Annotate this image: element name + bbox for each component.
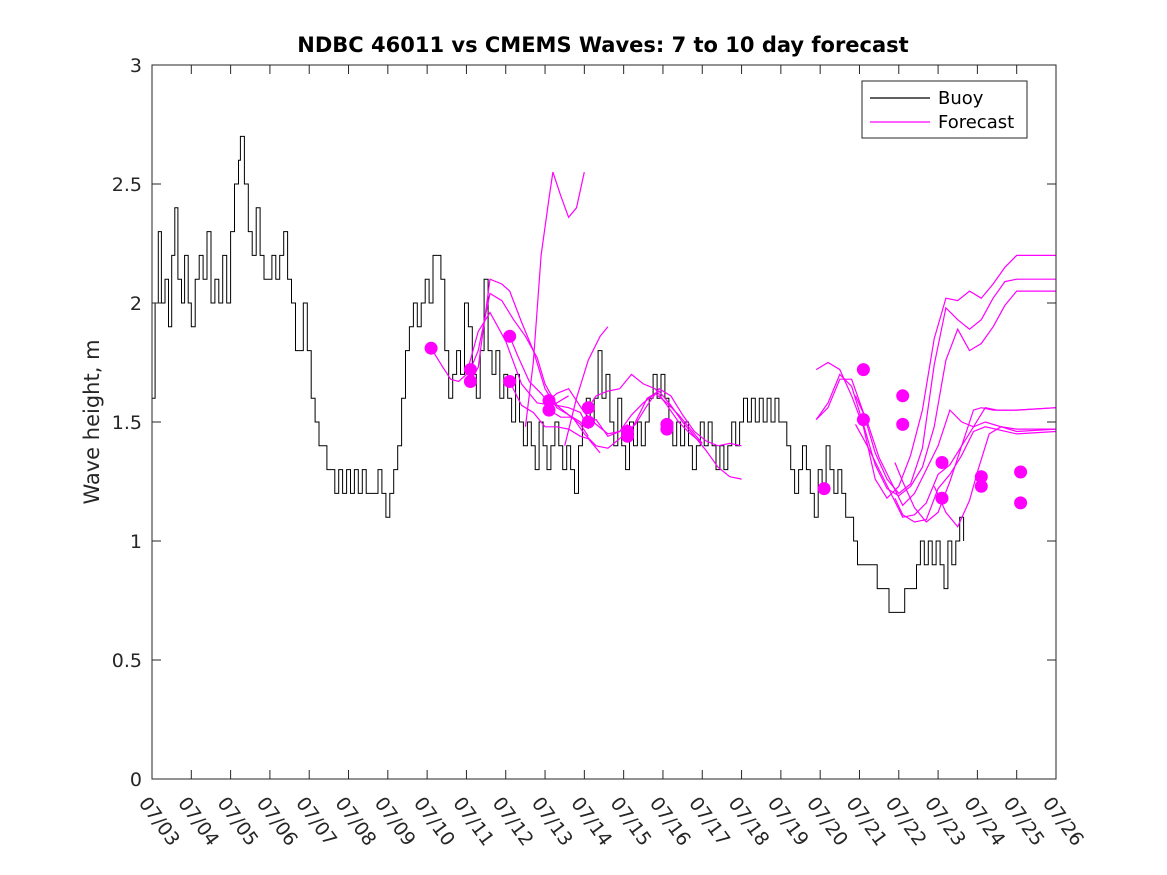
forecast-marker-14 <box>856 363 870 377</box>
forecast-marker-8 <box>581 415 595 429</box>
forecast-marker-5 <box>542 394 556 408</box>
legend-forecast-label: Forecast <box>938 112 1014 133</box>
plot-area <box>152 65 1056 779</box>
y-tick-label: 1 <box>130 531 142 553</box>
buoy-series-line <box>152 135 965 613</box>
forecast-line-4 <box>509 381 601 454</box>
forecast-marker-18 <box>935 456 949 469</box>
forecast-line-2 <box>469 278 585 428</box>
legend-box <box>861 80 1028 139</box>
forecast-line-6 <box>548 409 629 449</box>
forecast-marker-23 <box>1014 496 1028 510</box>
forecast-marker-19 <box>935 491 949 505</box>
forecast-marker-17 <box>896 417 910 431</box>
forecast-line-19 <box>524 171 585 427</box>
forecast-marker-4 <box>503 375 517 388</box>
forecast-marker-7 <box>581 401 595 415</box>
forecast-line-8 <box>588 392 703 444</box>
forecast-marker-3 <box>503 329 517 343</box>
legend-buoy-label: Buoy <box>938 88 984 109</box>
forecast-marker-21 <box>974 479 988 493</box>
y-tick-label: 0 <box>130 769 142 791</box>
y-axis: 0 0.5 1 1.5 2 2.5 3 <box>112 55 1056 791</box>
forecast-marker-12 <box>660 422 674 436</box>
forecast-marker-0 <box>424 341 438 355</box>
forecast-marker-6 <box>542 403 556 417</box>
forecast-line-12 <box>815 278 1056 495</box>
forecast-line-20 <box>564 326 609 446</box>
forecast-marker-20 <box>974 470 988 484</box>
y-tick-label: 1.5 <box>112 412 142 434</box>
y-tick-label: 2.5 <box>112 174 142 196</box>
forecast-marker-1 <box>463 363 477 377</box>
forecast-marker-22 <box>1014 465 1028 479</box>
forecast-line-11 <box>815 254 1056 500</box>
forecast-line-16 <box>894 407 1057 523</box>
forecast-line-7 <box>587 373 703 444</box>
y-tick-label: 0.5 <box>112 650 142 672</box>
forecast-marker-15 <box>856 413 870 427</box>
forecast-line-17 <box>894 426 1057 523</box>
forecast-marker-13 <box>817 482 831 496</box>
forecast-line-14 <box>854 395 1057 507</box>
forecast-line-9 <box>627 387 742 447</box>
forecast-marker-16 <box>896 389 910 403</box>
forecast-marker-10 <box>621 429 635 443</box>
data-layer <box>152 135 1057 613</box>
y-tick-label: 3 <box>130 55 142 77</box>
chart-title: NDBC 46011 vs CMEMS Waves: 7 to 10 day f… <box>297 33 908 57</box>
y-tick-label: 2 <box>130 293 142 315</box>
forecast-line-10 <box>627 390 742 480</box>
legend: Buoy Forecast <box>861 80 1028 139</box>
y-axis-label: Wave height, m <box>80 339 104 504</box>
forecast-line-15 <box>854 421 1057 518</box>
forecast-marker-2 <box>463 375 477 388</box>
forecast-line-13 <box>815 290 1056 497</box>
